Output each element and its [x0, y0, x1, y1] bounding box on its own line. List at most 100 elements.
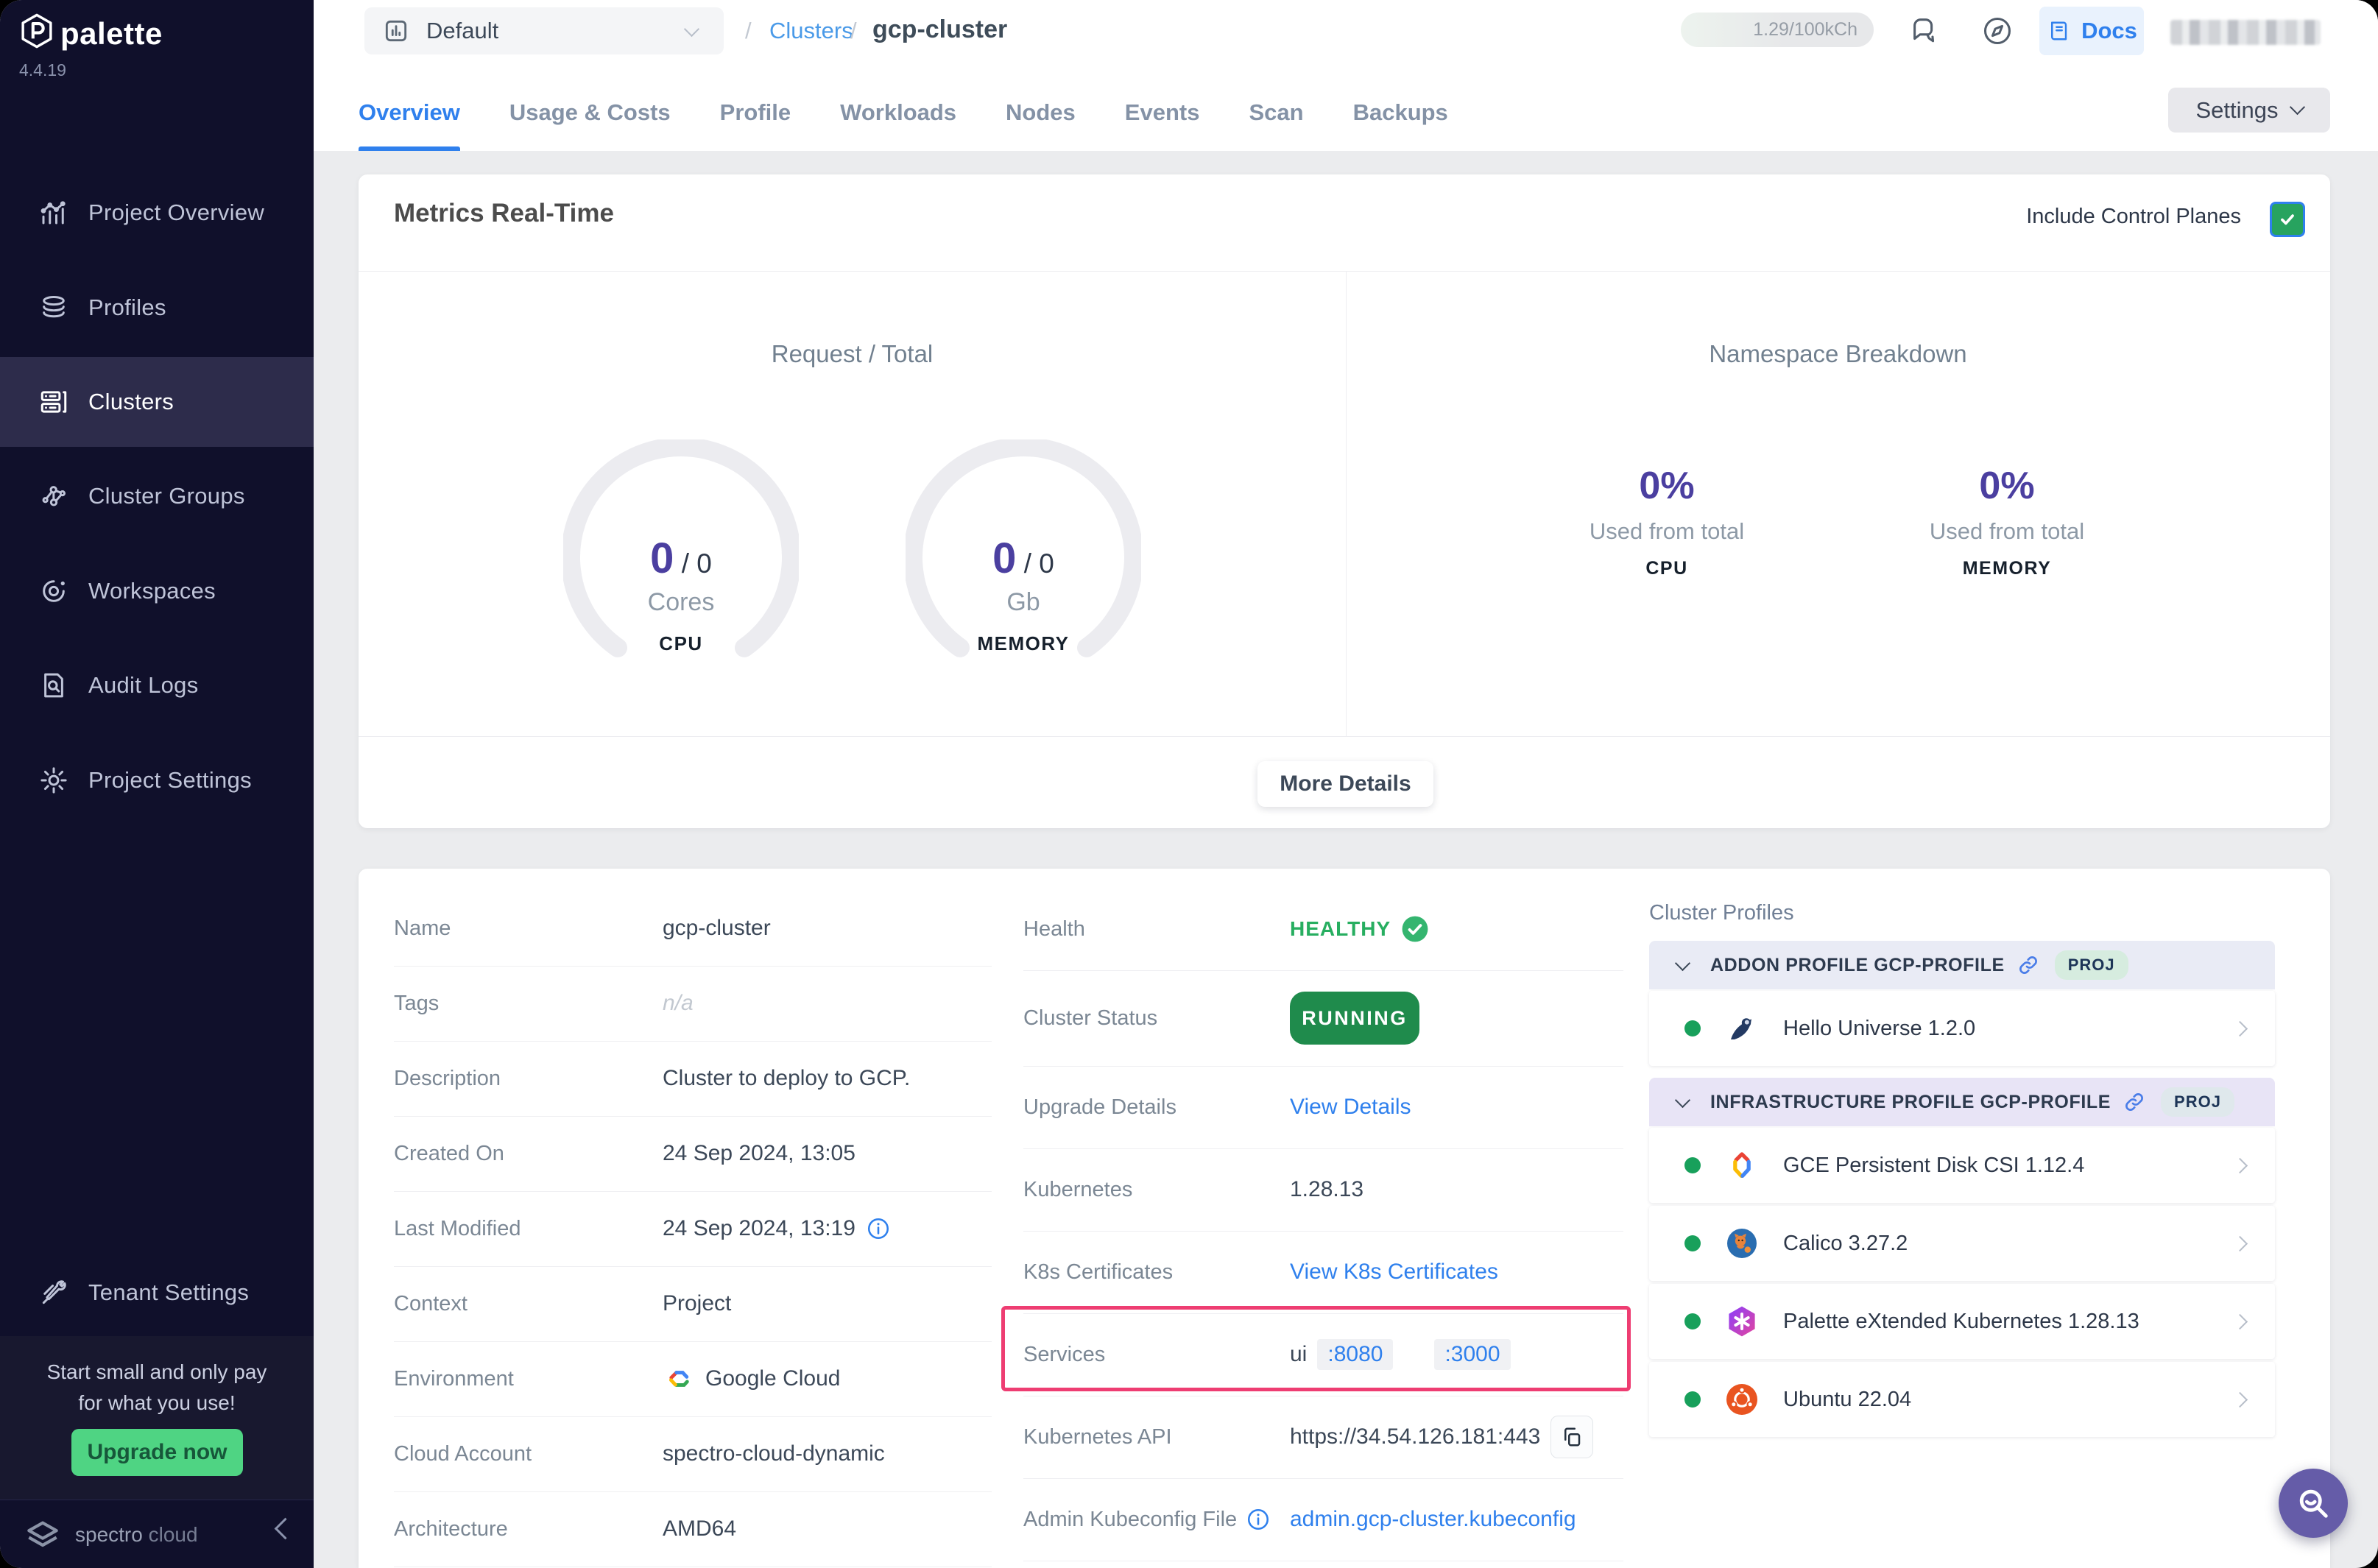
include-control-planes-label: Include Control Planes	[2026, 205, 2241, 228]
sidebar-item-workspaces[interactable]: Workspaces	[0, 546, 314, 636]
namespace-memory-stat: 0% Used from total MEMORY	[1889, 464, 2125, 579]
profile-item-gce-persistent-disk[interactable]: GCE Persistent Disk CSI 1.12.4	[1649, 1128, 2275, 1203]
docs-button[interactable]: Docs	[2039, 7, 2144, 55]
include-control-planes-checkbox[interactable]	[2270, 202, 2305, 237]
chevron-down-icon	[1674, 955, 1691, 971]
link-icon[interactable]	[2123, 1090, 2146, 1114]
namespace-memory-percent: 0%	[1979, 465, 2035, 507]
server-icon	[38, 386, 69, 417]
detail-row-kubernetes: Kubernetes 1.28.13	[1023, 1148, 1623, 1232]
app-version: 4.4.19	[19, 60, 66, 80]
tab-events[interactable]: Events	[1124, 99, 1200, 125]
sidebar: palette 4.4.19 Project Overview Profiles…	[0, 0, 314, 1568]
health-status: HEALTHY	[1290, 917, 1391, 940]
kubeconfig-download-link[interactable]: admin.gcp-cluster.kubeconfig	[1290, 1507, 1576, 1531]
project-selector[interactable]: Default	[364, 7, 724, 54]
profile-item-palette-extended-kubernetes[interactable]: Palette eXtended Kubernetes 1.28.13	[1649, 1284, 2275, 1359]
sidebar-item-project-overview[interactable]: Project Overview	[0, 168, 314, 258]
collapse-sidebar-icon[interactable]	[274, 1517, 297, 1540]
info-icon[interactable]	[1246, 1507, 1271, 1532]
promo-text: Start small and only pay for what you us…	[46, 1360, 267, 1414]
detail-row-cluster-status: Cluster Status RUNNING	[1023, 970, 1623, 1067]
check-circle-icon	[1402, 916, 1428, 942]
service-port-3000-link[interactable]: :3000	[1434, 1339, 1511, 1370]
status-dot	[1684, 1020, 1701, 1036]
layers-icon	[38, 292, 69, 323]
usage-quota-badge: 1.29/100kCh	[1681, 13, 1874, 47]
chevron-right-icon	[2231, 1313, 2248, 1329]
cpu-unit: Cores	[647, 588, 715, 616]
detail-row-architecture: Architecture AMD64	[394, 1491, 992, 1567]
audit-log-icon	[38, 670, 69, 701]
view-k8s-certificates-link[interactable]: View K8s Certificates	[1290, 1260, 1498, 1284]
addon-profile-header[interactable]: ADDON PROFILE GCP-PROFILE PROJ	[1649, 941, 2275, 989]
infrastructure-profile-header[interactable]: INFRASTRUCTURE PROFILE GCP-PROFILE PROJ	[1649, 1078, 2275, 1126]
sidebar-item-audit-logs[interactable]: Audit Logs	[0, 640, 314, 730]
compass-icon[interactable]	[1980, 14, 2014, 48]
chevron-down-icon	[2289, 99, 2305, 116]
detail-row-services: Services ui :8080 :3000	[1023, 1313, 1623, 1396]
sidebar-item-profiles[interactable]: Profiles	[0, 263, 314, 353]
detail-row-kubernetes-api: Kubernetes API https://34.54.126.181:443	[1023, 1396, 1623, 1479]
context-value: Project	[663, 1291, 732, 1316]
sidebar-item-label: Audit Logs	[88, 672, 199, 698]
environment-value: Google Cloud	[705, 1366, 841, 1391]
infrastructure-profile-title: INFRASTRUCTURE PROFILE GCP-PROFILE	[1710, 1091, 2111, 1112]
sidebar-item-label: Cluster Groups	[88, 483, 245, 509]
tab-workloads[interactable]: Workloads	[840, 99, 957, 125]
detail-row-description: Description Cluster to deploy to GCP.	[394, 1041, 992, 1117]
copy-button[interactable]	[1550, 1416, 1594, 1458]
sidebar-item-clusters[interactable]: Clusters	[0, 357, 314, 447]
namespace-cpu-stat: 0% Used from total CPU	[1549, 464, 1785, 579]
user-menu[interactable]	[2170, 20, 2321, 45]
tab-overview[interactable]: Overview	[359, 74, 460, 151]
settings-button[interactable]: Settings	[2168, 88, 2330, 133]
info-icon[interactable]	[866, 1216, 891, 1241]
profile-item-ubuntu[interactable]: Ubuntu 22.04	[1649, 1362, 2275, 1437]
profile-item-label: Palette eXtended Kubernetes 1.28.13	[1783, 1309, 2139, 1333]
sidebar-item-project-settings[interactable]: Project Settings	[0, 735, 314, 825]
profile-item-calico[interactable]: Calico 3.27.2	[1649, 1206, 2275, 1281]
metrics-card	[359, 174, 2330, 828]
network-icon	[38, 481, 69, 512]
breadcrumb-clusters-link[interactable]: Clusters	[769, 18, 853, 43]
namespace-cpu-percent: 0%	[1639, 465, 1695, 507]
more-details-button[interactable]: More Details	[1257, 761, 1433, 807]
sidebar-item-label: Workspaces	[88, 578, 216, 604]
memory-total-value: 0	[1039, 548, 1054, 579]
detail-row-context: Context Project	[394, 1266, 992, 1342]
tags-value: n/a	[663, 991, 694, 1015]
project-overview-icon	[38, 197, 69, 228]
service-name: ui	[1290, 1342, 1308, 1366]
chevron-right-icon	[2231, 1157, 2248, 1173]
tab-backups[interactable]: Backups	[1352, 99, 1448, 125]
tab-usage-costs[interactable]: Usage & Costs	[509, 99, 671, 125]
sidebar-item-cluster-groups[interactable]: Cluster Groups	[0, 451, 314, 541]
sidebar-item-tenant-settings[interactable]: Tenant Settings	[0, 1248, 314, 1338]
sidebar-item-label: Project Settings	[88, 767, 252, 793]
upgrade-now-button[interactable]: Upgrade now	[71, 1429, 243, 1476]
view-details-link[interactable]: View Details	[1290, 1095, 1411, 1119]
search-assistant-button[interactable]	[2279, 1469, 2348, 1538]
kubernetes-version: 1.28.13	[1290, 1177, 1364, 1201]
breadcrumb-separator: /	[850, 18, 857, 43]
profile-item-label: Hello Universe 1.2.0	[1783, 1016, 1976, 1040]
status-dot	[1684, 1157, 1701, 1173]
link-icon[interactable]	[2017, 953, 2040, 977]
tab-scan[interactable]: Scan	[1249, 99, 1304, 125]
tab-nodes[interactable]: Nodes	[1006, 99, 1076, 125]
divider	[359, 736, 2330, 737]
running-status-pill[interactable]: RUNNING	[1290, 992, 1419, 1045]
cpu-gauge: 0 / 0 Cores CPU	[563, 439, 799, 690]
spectro-cloud-logo	[27, 1521, 58, 1547]
orbit-icon	[38, 576, 69, 607]
sidebar-item-label: Profiles	[88, 294, 166, 320]
last-modified-value: 24 Sep 2024, 13:19	[663, 1216, 855, 1240]
addon-profile-title: ADDON PROFILE GCP-PROFILE	[1710, 954, 2005, 975]
profile-item-hello-universe[interactable]: Hello Universe 1.2.0	[1649, 991, 2275, 1066]
chevron-down-icon	[683, 21, 700, 38]
cpu-total-value: 0	[696, 548, 712, 579]
chat-icon[interactable]	[1908, 14, 1942, 48]
tab-profile[interactable]: Profile	[719, 99, 791, 125]
service-port-8080-link[interactable]: :8080	[1317, 1339, 1394, 1370]
